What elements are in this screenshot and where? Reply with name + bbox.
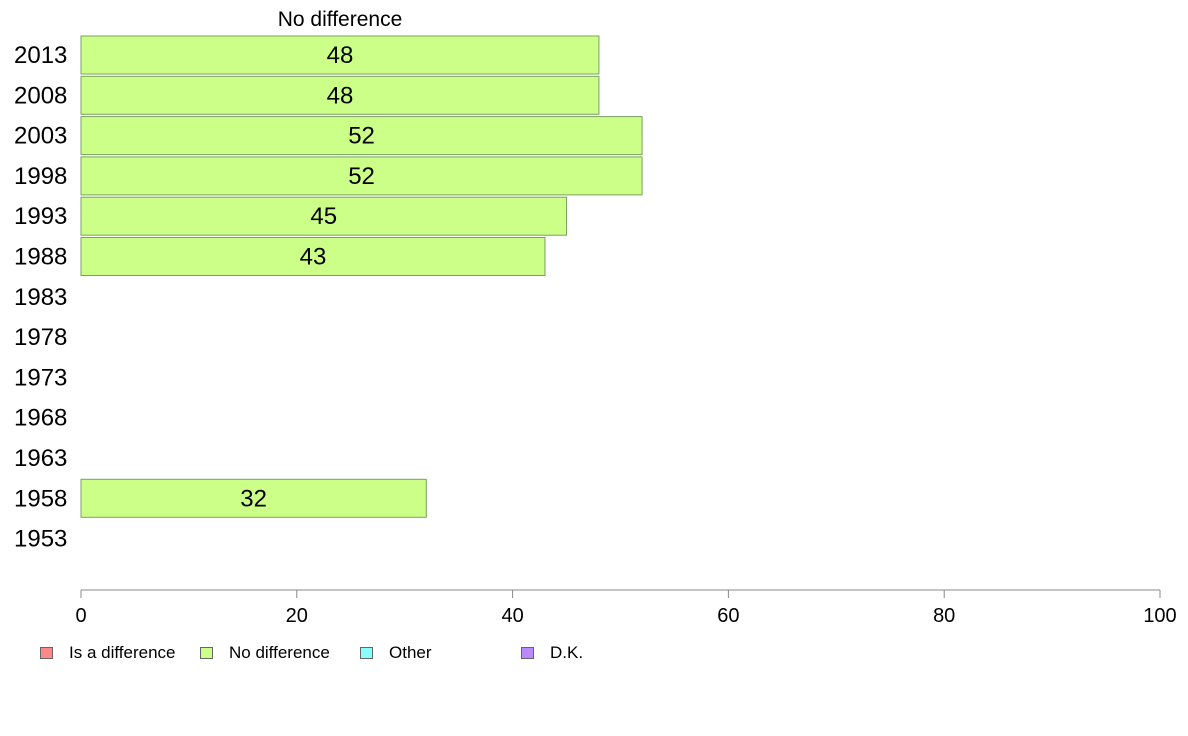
legend-swatch-is-a-difference: [40, 647, 53, 659]
x-tick-label: 100: [1143, 605, 1176, 627]
legend-label-is-a-difference: Is a difference: [69, 643, 176, 662]
bar-value-label: 32: [240, 485, 267, 512]
year-label: 1963: [14, 445, 67, 472]
legend-swatch-other: [360, 647, 373, 659]
year-label: 2008: [14, 82, 67, 109]
bar: [80, 478, 427, 518]
bar: [80, 75, 600, 115]
year-label: 1998: [14, 163, 67, 190]
legend-label-dk: D.K.: [550, 643, 584, 662]
bar: [80, 35, 600, 75]
year-label: 1978: [14, 324, 67, 351]
bar-value-label: 43: [300, 244, 327, 271]
x-tick-label: 0: [75, 605, 86, 627]
bar: [80, 196, 568, 236]
bars-group: 48 48 52 52 45 43 32: [80, 35, 643, 518]
bar-value-label: 45: [310, 203, 337, 230]
legend-label-no-difference: No difference: [229, 643, 330, 662]
x-tick-label: 40: [501, 605, 523, 627]
bar-value-label: 52: [348, 163, 375, 190]
x-axis: 0 20 40 60 80 100: [75, 589, 1177, 627]
legend-label-other: Other: [389, 643, 432, 662]
year-label: 1953: [14, 526, 67, 553]
legend-item-other: Other: [360, 643, 432, 663]
legend-item-no-difference: No difference: [200, 643, 330, 663]
year-label: 2003: [14, 123, 67, 150]
bar-value-label: 52: [348, 123, 375, 150]
bar-value-label: 48: [327, 42, 354, 69]
year-labels: 2013 2008 2003 1998 1993 1988 1983 1978 1973 1968…: [14, 42, 67, 553]
bar: [80, 116, 643, 156]
year-label: 1993: [14, 203, 67, 230]
bar: [80, 156, 643, 196]
legend-swatch-dk: [521, 647, 534, 659]
bar: [80, 237, 546, 276]
year-label: 2013: [14, 42, 67, 69]
x-tick-label: 60: [717, 605, 739, 627]
year-label: 1968: [14, 405, 67, 432]
legend-item-dk: D.K.: [521, 643, 583, 663]
year-label: 1958: [14, 485, 67, 512]
legend-swatch-no-difference: [200, 647, 213, 659]
year-label: 1988: [14, 244, 67, 271]
legend-item-is-a-difference: Is a difference: [40, 643, 175, 663]
chart-title: No difference: [278, 8, 403, 31]
year-label: 1973: [14, 364, 67, 391]
bar-value-label: 48: [327, 82, 354, 109]
x-tick-label: 20: [286, 605, 308, 627]
x-tick-label: 80: [933, 605, 955, 627]
year-label: 1983: [14, 284, 67, 311]
